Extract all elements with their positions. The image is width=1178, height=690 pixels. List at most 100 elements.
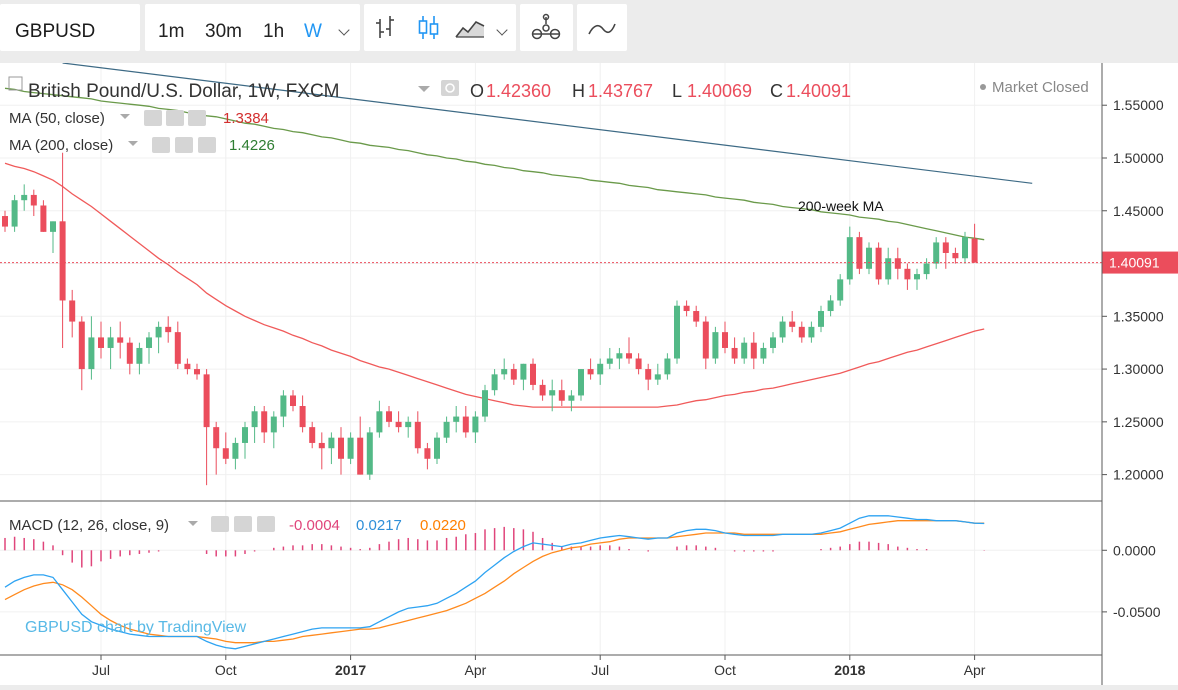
candle-body: [424, 448, 430, 459]
candle: [597, 359, 603, 385]
price-tick-label: 1.45000: [1113, 203, 1164, 219]
indicators-icon[interactable]: [520, 4, 573, 51]
chevron-down-icon[interactable]: [338, 24, 349, 35]
candle: [376, 401, 382, 438]
candle-body: [156, 327, 162, 338]
candle-body: [540, 385, 546, 396]
eye-icon[interactable]: [441, 80, 459, 96]
candle: [290, 390, 296, 411]
candle-body: [376, 411, 382, 432]
watermark: GBPUSD chart by TradingView: [25, 619, 247, 636]
candle: [271, 411, 277, 448]
candle-body: [972, 239, 978, 263]
candle-body: [722, 332, 728, 348]
interval-1h[interactable]: 1h: [263, 21, 284, 43]
interval-1m[interactable]: 1m: [158, 21, 184, 43]
candle: [232, 438, 238, 470]
candle-body: [261, 411, 267, 432]
candle-body: [146, 337, 152, 348]
study-controls[interactable]: [144, 110, 206, 126]
ma200-legend-label: MA (200, close): [9, 137, 113, 154]
interval-30m[interactable]: 30m: [205, 21, 242, 43]
candle-body: [578, 369, 584, 395]
candle-body: [108, 337, 114, 348]
study-controls[interactable]: [152, 137, 216, 153]
chevron-down-icon[interactable]: [120, 114, 130, 119]
candle: [780, 316, 786, 342]
candle: [789, 311, 795, 332]
candle: [453, 406, 459, 432]
candle: [674, 300, 680, 363]
candle: [703, 316, 709, 369]
price-tick-label: 1.55000: [1113, 97, 1164, 113]
candle-body: [40, 205, 46, 231]
candle: [520, 364, 526, 390]
candle-body: [242, 427, 248, 443]
candle-body: [165, 327, 171, 332]
candle: [50, 221, 56, 253]
study-controls[interactable]: [211, 516, 275, 532]
ohlc-h-value: 1.43767: [588, 81, 653, 101]
candle: [799, 322, 805, 343]
candle-style-icon[interactable]: [420, 16, 438, 39]
candle: [444, 417, 450, 443]
candle: [146, 332, 152, 364]
chevron-down-icon[interactable]: [418, 86, 430, 92]
area-style-icon[interactable]: [456, 22, 484, 37]
candle-body: [943, 242, 949, 253]
collapse-icon[interactable]: [9, 77, 22, 90]
chevron-down-icon[interactable]: [188, 521, 198, 526]
candle: [972, 224, 978, 263]
candle: [741, 337, 747, 363]
candle-body: [626, 353, 632, 358]
main-legend: British Pound/U.S. Dollar, 1W, FXCM O 1.…: [9, 77, 1089, 154]
candle: [79, 316, 85, 390]
ohlc-o-key: O: [470, 81, 484, 101]
ohlc-h-key: H: [572, 81, 585, 101]
candle-body: [184, 364, 190, 369]
candle: [933, 237, 939, 269]
candle-body: [674, 306, 680, 359]
candle-body: [914, 274, 920, 279]
candle: [712, 327, 718, 364]
candle-body: [482, 390, 488, 416]
compare-icon[interactable]: [577, 4, 627, 51]
candle-body: [136, 348, 142, 364]
chart-area[interactable]: 1.550001.500001.450001.400001.350001.300…: [0, 63, 1178, 685]
interval-box: 1m 30m 1h W: [145, 4, 360, 51]
candle-body: [213, 427, 219, 448]
candle-body: [799, 327, 805, 338]
candle: [415, 411, 421, 453]
interval-w[interactable]: W: [304, 21, 322, 43]
ohlc-c-key: C: [770, 81, 783, 101]
bar-style-icon[interactable]: [376, 16, 394, 38]
candle-body: [367, 432, 373, 474]
candle-body: [338, 438, 344, 459]
chevron-down-icon[interactable]: [128, 141, 138, 146]
candle: [252, 406, 258, 443]
candle: [242, 422, 248, 459]
candle: [607, 348, 613, 369]
candle: [818, 306, 824, 332]
time-tick-label: Oct: [714, 662, 736, 678]
symbol-box[interactable]: GBPUSD: [0, 4, 140, 51]
candle-body: [88, 337, 94, 369]
candle-body: [223, 448, 229, 459]
candle: [213, 422, 219, 475]
price-tick-label: 1.50000: [1113, 150, 1164, 166]
candle: [328, 432, 334, 464]
candle: [98, 322, 104, 359]
last-price-label: 1.40091: [1109, 255, 1160, 271]
candle: [530, 359, 536, 391]
candle-body: [789, 322, 795, 327]
chart-style-box: [364, 4, 516, 51]
candle: [866, 242, 872, 274]
candle-body: [2, 216, 8, 227]
candle: [204, 369, 210, 485]
candle: [348, 432, 354, 464]
candle: [952, 248, 958, 264]
candle: [616, 348, 622, 369]
candle: [40, 200, 46, 232]
candle: [300, 395, 306, 432]
macd-axis: 0.0000-0.0500: [1102, 542, 1161, 620]
